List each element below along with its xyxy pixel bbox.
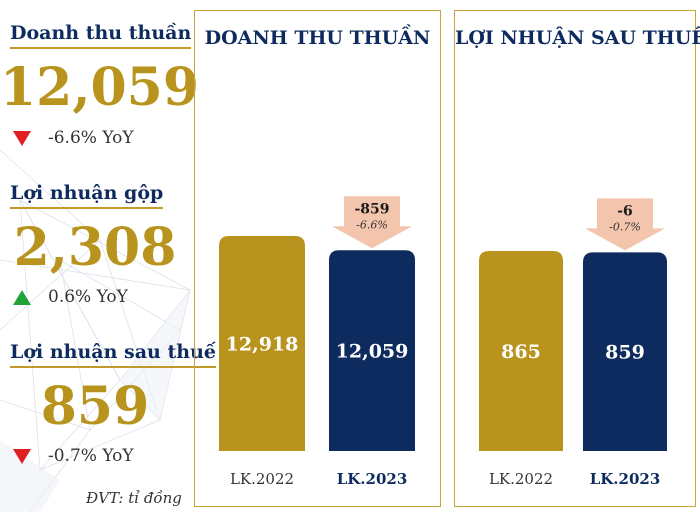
kpi-value-revenue: 12,059 bbox=[0, 62, 190, 114]
bar-value-label: 12,918 bbox=[226, 334, 299, 356]
down-arrow-icon bbox=[13, 131, 31, 146]
kpi-yoy-revenue: -6.6% YoY bbox=[48, 128, 134, 148]
x-tick-label: LK.2022 bbox=[489, 470, 553, 488]
kpi-title-gross-profit: Lợi nhuận gộp bbox=[10, 182, 163, 209]
kpi-yoy-net-profit: -0.7% YoY bbox=[48, 446, 134, 466]
x-tick-label: LK.2022 bbox=[230, 470, 294, 488]
change-value-label: -859 bbox=[354, 201, 389, 217]
net-profit-chart-panel: LỢI NHUẬN SAU THUẾ 865 LK.2022 859 LK.2023-… bbox=[454, 10, 696, 507]
bar-value-label: 12,059 bbox=[336, 341, 409, 363]
revenue-bar-chart: 12,918 LK.2022 12,059 LK.2023 -859-6.6% bbox=[195, 11, 442, 508]
revenue-chart-panel: DOANH THU THUẦN 12,918 LK.2022 12,059 LK.20… bbox=[194, 10, 441, 507]
kpi-title-net-profit: Lợi nhuận sau thuế bbox=[10, 341, 216, 368]
net-profit-bar-chart: 865 LK.2022 859 LK.2023 -6-0.7% bbox=[455, 11, 697, 508]
up-arrow-icon bbox=[13, 290, 31, 305]
bar-value-label: 859 bbox=[605, 342, 645, 364]
change-value-label: -6 bbox=[617, 203, 633, 219]
change-pct-label: -0.7% bbox=[609, 220, 641, 233]
kpi-title-revenue: Doanh thu thuần bbox=[10, 22, 191, 49]
kpi-value-gross-profit: 2,308 bbox=[0, 222, 190, 274]
x-tick-label: LK.2023 bbox=[337, 470, 408, 488]
kpi-yoy-gross-profit: 0.6% YoY bbox=[48, 287, 128, 307]
change-pct-label: -6.6% bbox=[356, 218, 388, 231]
x-tick-label: LK.2023 bbox=[590, 470, 661, 488]
bar-value-label: 865 bbox=[501, 341, 541, 363]
down-arrow-icon bbox=[13, 449, 31, 464]
kpi-value-net-profit: 859 bbox=[0, 381, 190, 433]
unit-note: ĐVT: tỉ đồng bbox=[86, 489, 182, 507]
